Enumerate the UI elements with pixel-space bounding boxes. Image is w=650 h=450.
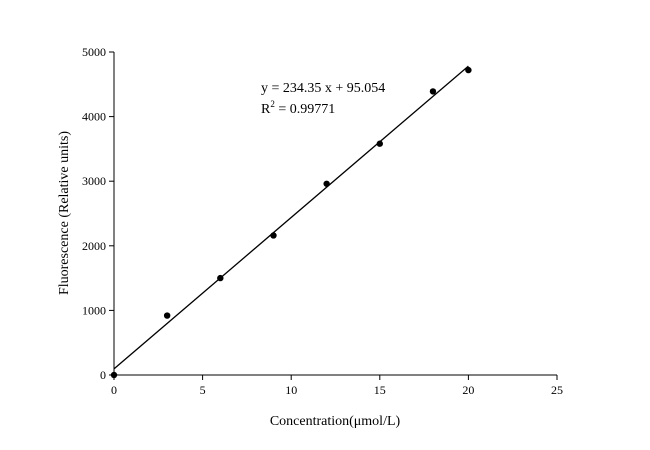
x-tick-label: 25 — [551, 383, 563, 397]
data-point — [429, 88, 437, 95]
x-tick-label: 5 — [200, 383, 206, 397]
r-squared: R2 = 0.99771 — [261, 99, 335, 117]
axis-ticks: 0 5 10 15 20 25 0 1000 2000 3000 4000 5000 — [82, 45, 563, 397]
axes — [113, 52, 557, 376]
data-point — [110, 371, 118, 379]
r-squared-superscript: 2 — [270, 99, 275, 109]
data-points — [110, 66, 472, 379]
x-tick-label: 0 — [111, 383, 117, 397]
y-tick-label: 3000 — [82, 174, 106, 188]
fit-line-group — [113, 65, 469, 370]
x-axis-title: Concentration(μmol/L) — [270, 414, 401, 429]
y-tick-label: 4000 — [82, 110, 106, 124]
data-point — [465, 66, 472, 74]
y-axis-title: Fluorescence (Relative units) — [57, 131, 72, 295]
data-point — [163, 312, 171, 319]
data-point — [376, 140, 383, 147]
y-tick-label: 2000 — [82, 239, 106, 253]
fit-line — [113, 65, 469, 370]
y-tick-label: 5000 — [82, 45, 106, 59]
x-tick-label: 15 — [374, 383, 386, 397]
x-tick-label: 10 — [285, 383, 297, 397]
r-squared-value: = 0.99771 — [275, 102, 335, 117]
r-squared-label: R — [261, 102, 271, 117]
x-tick-label: 20 — [462, 383, 474, 397]
data-point — [217, 274, 224, 282]
data-point — [323, 180, 330, 187]
data-point — [270, 232, 277, 239]
fit-equation: y = 234.35 x + 95.054 — [261, 81, 385, 96]
y-tick-label: 0 — [100, 368, 106, 382]
y-tick-label: 1000 — [82, 303, 106, 317]
